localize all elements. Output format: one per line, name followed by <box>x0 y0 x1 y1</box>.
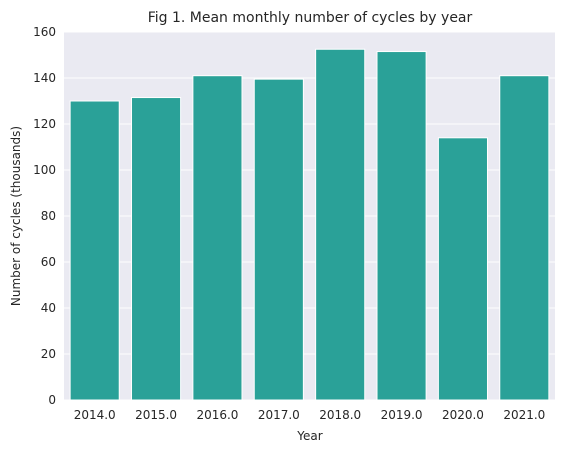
x-tick-label: 2016.0 <box>196 408 238 422</box>
y-tick-label: 40 <box>41 301 56 315</box>
x-tick-label: 2019.0 <box>381 408 423 422</box>
y-tick-label: 60 <box>41 255 56 269</box>
bar-2021.0 <box>499 75 550 401</box>
chart-title: Fig 1. Mean monthly number of cycles by … <box>148 10 473 26</box>
bar-2014.0 <box>69 100 120 401</box>
y-tick-label: 20 <box>41 347 56 361</box>
bar-2017.0 <box>253 78 304 401</box>
x-tick-label: 2014.0 <box>74 408 116 422</box>
bar-2015.0 <box>131 97 182 401</box>
y-axis-ticks: 0 20 40 60 80 100 120 140 160 <box>33 25 56 407</box>
bar-2019.0 <box>376 51 427 401</box>
x-tick-label: 2017.0 <box>258 408 300 422</box>
bar-2020.0 <box>437 137 488 401</box>
x-tick-label: 2020.0 <box>442 408 484 422</box>
bars <box>69 48 550 401</box>
y-tick-label: 80 <box>41 209 56 223</box>
y-tick-label: 100 <box>33 163 56 177</box>
x-tick-label: 2018.0 <box>319 408 361 422</box>
y-tick-label: 160 <box>33 25 56 39</box>
x-axis-ticks: 2014.0 2015.0 2016.0 2017.0 2018.0 2019.0 2020… <box>74 408 546 422</box>
bar-2018.0 <box>315 48 366 401</box>
plot-area <box>64 31 555 401</box>
y-tick-label: 0 <box>48 393 56 407</box>
y-tick-label: 140 <box>33 71 56 85</box>
x-tick-label: 2021.0 <box>503 408 545 422</box>
y-tick-label: 120 <box>33 117 56 131</box>
x-tick-label: 2015.0 <box>135 408 177 422</box>
y-axis-label: Number of cycles (thousands) <box>9 126 23 306</box>
x-axis-label: Year <box>296 429 322 443</box>
bar-2016.0 <box>192 75 243 401</box>
